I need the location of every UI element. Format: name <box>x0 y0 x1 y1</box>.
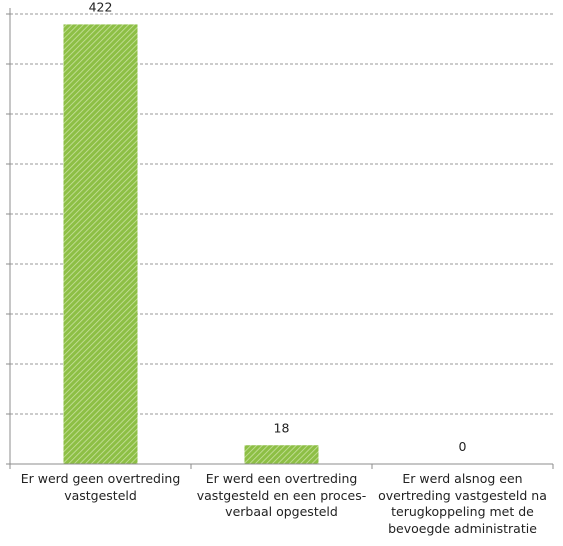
category-label: Er werd een overtreding vastgesteld en e… <box>196 471 367 519</box>
data-label: 18 <box>274 420 290 435</box>
category-label: Er werd geen overtreding vastgesteld <box>20 471 181 503</box>
bars <box>63 24 319 465</box>
category-label: Er werd alsnog een overtreding vastgeste… <box>378 471 547 536</box>
bar <box>63 24 138 465</box>
data-labels: 422 18 0 <box>89 0 467 454</box>
bar <box>244 445 319 464</box>
data-label: 422 <box>89 0 113 14</box>
axes <box>6 8 554 469</box>
data-label: 0 <box>459 439 467 454</box>
